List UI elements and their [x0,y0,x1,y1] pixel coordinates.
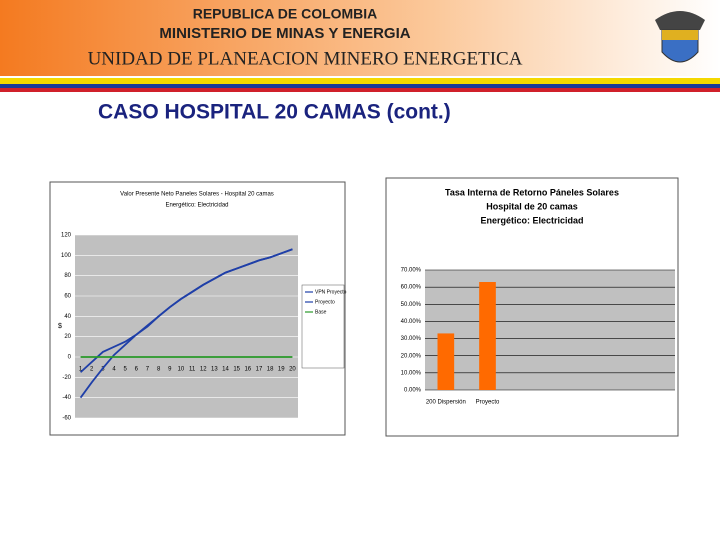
y-tick-label: 0.00% [404,388,422,394]
chart-note: Energético: Electricidad [480,215,583,225]
stripe-blue [0,84,720,88]
chart-subtitle: Hospital de 20 camas [486,201,578,211]
bar [437,333,455,390]
line-series [79,248,293,399]
x-tick-label: 6 [135,367,139,373]
x-tick-label: 1 [79,367,83,373]
y-tick-label: 20 [64,334,71,340]
y-tick-label: 60 [64,294,71,300]
x-tick-label: 14 [222,367,229,373]
x-tick-label: 7 [146,367,150,373]
stripe-red [0,88,720,92]
x-tick-label: 12 [200,367,207,373]
y-tick-label: 20.00% [401,353,422,359]
chart-title: Tasa Interna de Retorno Páneles Solares [445,187,619,197]
x-tick-label: 2 [90,367,94,373]
y-tick-label: 100 [61,253,72,259]
x-tick-label: 18 [267,367,274,373]
plot-area [425,270,675,390]
legend-label: Proyecto [315,299,335,305]
x-tick-label: 16 [244,367,251,373]
bar [479,282,496,390]
x-tick-label: 13 [211,367,218,373]
y-tick-label: 30.00% [401,336,422,342]
header-band [0,0,720,76]
chart-subtitle: Energético: Electricidad [165,203,228,209]
y-tick-label: 70.00% [401,268,422,274]
x-tick-label: 19 [278,367,285,373]
x-tick-label: 17 [256,367,263,373]
legend-label: VPN Proyecto [315,289,347,295]
x-tick-label: 200 Dispersión [426,400,466,406]
plot-area [75,235,298,418]
x-tick-label: 4 [112,367,116,373]
y-tick-label: 0 [68,355,72,361]
x-tick-label: 11 [189,367,196,373]
y-tick-label: -20 [62,375,71,381]
y-tick-label: 40 [64,314,71,320]
chart-title: Valor Presente Neto Paneles Solares - Ho… [120,192,274,198]
x-tick-label: 20 [289,367,296,373]
x-tick-label: 8 [157,367,161,373]
y-tick-label: 60.00% [401,285,422,291]
x-tick-label: Proyecto [476,400,500,406]
y-tick-label: 50.00% [401,302,422,308]
x-tick-label: 15 [233,367,240,373]
header-line: MINISTERIO DE MINAS Y ENERGIA [159,25,410,42]
y-tick-label: -40 [62,395,71,401]
slide-title: CASO HOSPITAL 20 CAMAS (cont.) [98,101,451,124]
x-tick-label: 10 [178,367,185,373]
y-tick-label: -60 [62,416,71,422]
y-tick-label: 10.00% [401,370,422,376]
x-tick-label: 3 [101,367,105,373]
y-axis-label: $ [58,323,62,330]
y-tick-label: 40.00% [401,319,422,325]
coat-of-arms [655,11,705,63]
x-tick-label: 9 [168,367,172,373]
header-line: UNIDAD DE PLANEACION MINERO ENERGETICA [88,48,523,69]
header-line: REPUBLICA DE COLOMBIA [193,6,378,22]
legend-frame [301,284,345,369]
stripe-yellow [0,78,720,84]
y-tick-label: 120 [61,233,72,239]
legend-label: Base [315,309,327,315]
y-tick-label: 80 [64,273,71,279]
x-tick-label: 5 [124,367,128,373]
